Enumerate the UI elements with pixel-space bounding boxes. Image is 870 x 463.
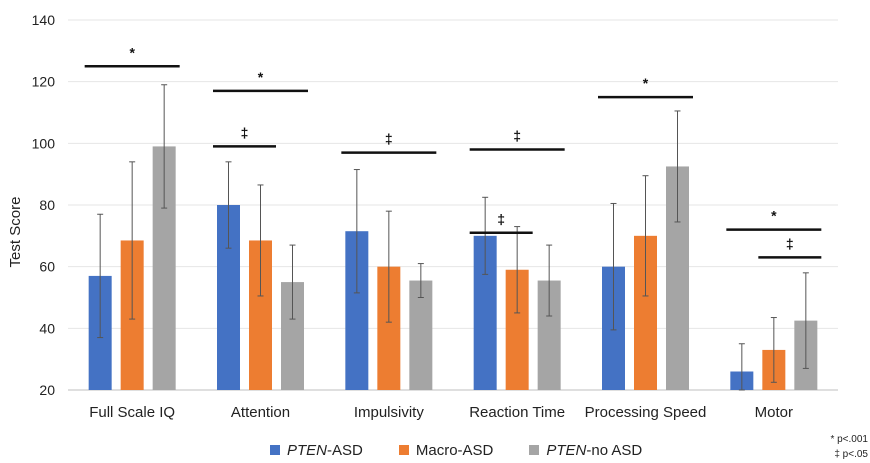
x-tick-label-0: Full Scale IQ	[89, 404, 175, 421]
x-tick-label-5: Motor	[755, 404, 793, 421]
bar-series0-1	[217, 205, 240, 390]
bar-series2-1	[281, 282, 304, 390]
significance-symbol-5: ‡	[513, 128, 521, 144]
significance-note-p001: * p<.001	[830, 434, 868, 445]
y-tick-label-120: 120	[32, 74, 56, 90]
bar-series1-2	[377, 266, 401, 390]
bar-series0-2	[345, 231, 369, 390]
x-tick-label-1: Attention	[231, 404, 290, 421]
legend-item-pten-asd: PTEN-ASD	[270, 442, 363, 459]
error-bars	[97, 84, 809, 391]
significance-annotations: * ‡ * ‡ ‡ ‡ * * ‡	[84, 44, 822, 259]
y-tick-label-140: 140	[32, 12, 56, 28]
significance-symbol-7: *	[771, 208, 777, 224]
bar-series1-4	[634, 235, 657, 390]
bars	[88, 146, 818, 390]
legend: PTEN-ASD Macro-ASD PTEN-no ASD	[270, 440, 642, 460]
y-tick-label-100: 100	[32, 135, 56, 151]
bar-series1-1	[249, 240, 272, 390]
bar-series2-2	[409, 280, 433, 390]
significance-symbol-3: ‡	[385, 131, 393, 147]
x-tick-label-4: Processing Speed	[585, 404, 707, 421]
legend-swatch-pten-asd	[270, 445, 280, 455]
significance-symbol-1: ‡	[241, 124, 249, 140]
legend-swatch-pten-no-asd	[529, 445, 540, 455]
legend-label-macro-asd: Macro-ASD	[415, 441, 494, 459]
significance-note-p05: ‡ p<.05	[834, 449, 868, 460]
bar-series2-4	[666, 166, 689, 390]
y-tick-label-40: 40	[39, 320, 55, 336]
y-tick-label-60: 60	[39, 259, 55, 275]
legend-label-pten-asd: PTEN-ASD	[287, 441, 363, 459]
y-axis-label: Test Score	[7, 197, 24, 268]
legend-item-macro-asd: Macro-ASD	[398, 441, 494, 459]
significance-symbol-4: ‡	[497, 211, 505, 227]
significance-symbol-6: *	[643, 75, 649, 91]
y-axis-tick-labels: 20 40 60 80 100 120 140	[32, 12, 56, 398]
bar-series1-3	[505, 269, 529, 390]
legend-label-pten-no-asd: PTEN-no ASD	[546, 441, 643, 459]
x-axis-tick-labels: Full Scale IQ Attention Impulsivity Reactio…	[89, 404, 793, 421]
significance-symbol-0: *	[129, 44, 135, 60]
x-tick-label-3: Reaction Time	[469, 404, 565, 421]
bar-series0-3	[473, 235, 497, 390]
significance-symbol-2: *	[258, 69, 264, 85]
y-tick-label-20: 20	[39, 382, 55, 398]
legend-swatch-macro-asd	[398, 445, 409, 455]
bar-series2-3	[537, 280, 561, 390]
x-tick-label-2: Impulsivity	[354, 404, 425, 421]
significance-symbol-8: ‡	[786, 235, 794, 251]
bar-series2-0	[152, 146, 176, 390]
gridlines	[68, 19, 838, 391]
legend-item-pten-no-asd: PTEN-no ASD	[529, 442, 642, 459]
y-tick-label-80: 80	[39, 197, 55, 213]
